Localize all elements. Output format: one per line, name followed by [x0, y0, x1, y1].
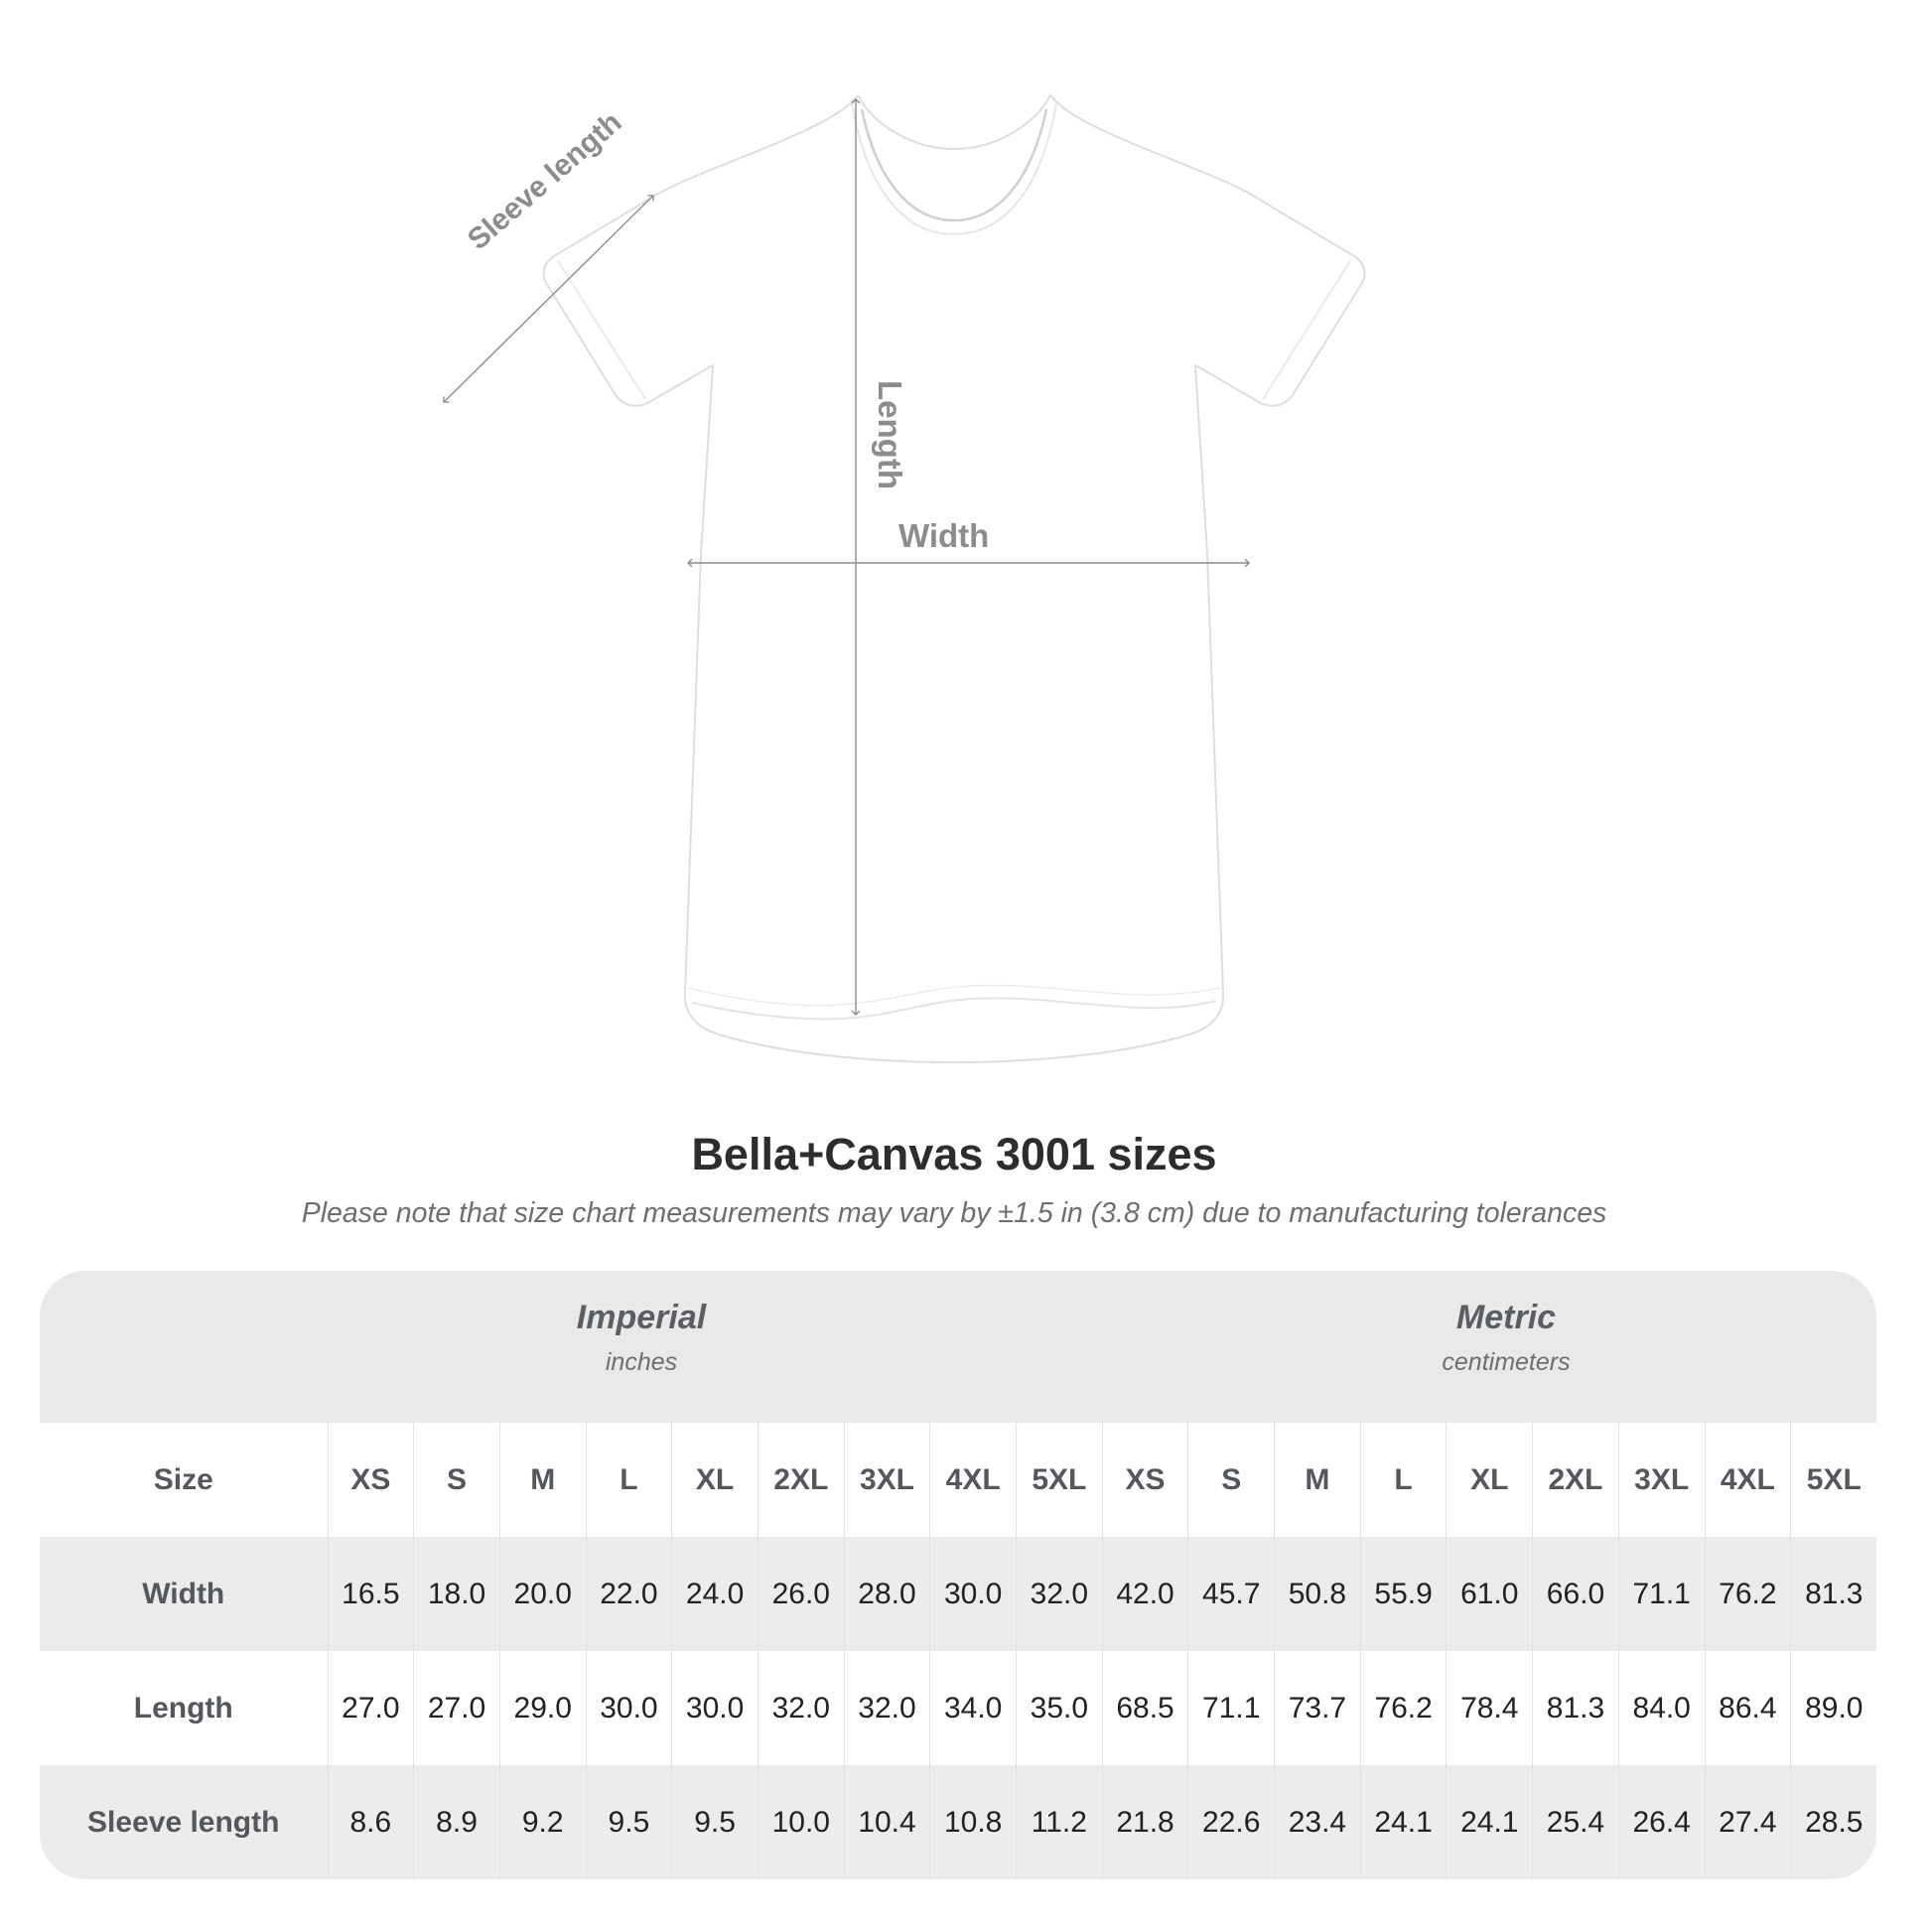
svg-text:Bella+Canvas 3001 sizes: Bella+Canvas 3001 sizes	[691, 1129, 1216, 1179]
svg-text:Length: Length	[872, 380, 908, 489]
svg-text:Please note that size chart me: Please note that size chart measurements…	[302, 1197, 1607, 1229]
svg-text:Width: Width	[898, 517, 989, 554]
